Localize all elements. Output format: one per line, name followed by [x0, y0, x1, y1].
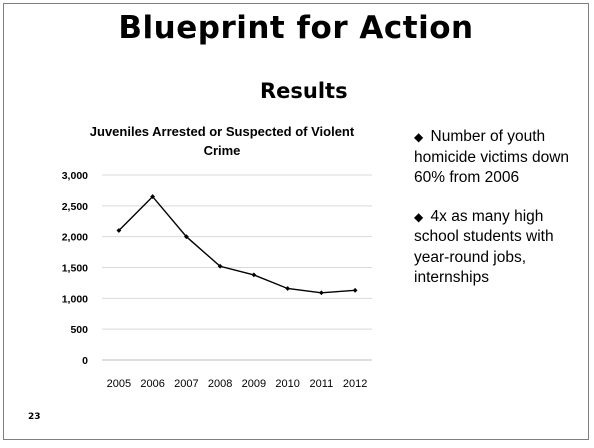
- bullet-item: ◆ Number of youth homicide victims down …: [414, 127, 584, 189]
- diamond-bullet-icon: ◆: [414, 130, 424, 144]
- data-point: [352, 287, 358, 293]
- data-point: [217, 263, 223, 269]
- y-tick-label: 2,000: [62, 232, 88, 244]
- data-point: [116, 228, 122, 233]
- line-chart: 0 500 1,000 1,500 2,000 2,500 3,000 2005 2006 20…: [62, 170, 372, 390]
- x-tick-label: 2006: [140, 378, 164, 390]
- slide-subtitle: Results: [260, 79, 348, 103]
- diamond-bullet-icon: ◆: [414, 209, 424, 224]
- x-tick-label: 2007: [174, 378, 198, 390]
- bullet-text: Number of youth homicide victims down 60…: [414, 128, 570, 186]
- y-tick-label: 1,000: [62, 293, 88, 305]
- data-point: [150, 194, 156, 199]
- slide: Blueprint for Action Results Juveniles A…: [3, 3, 589, 440]
- y-tick-label: 3,000: [62, 170, 88, 182]
- slide-title: Blueprint for Action: [118, 10, 474, 46]
- bullet-text: 4x as many high school students with yea…: [414, 207, 554, 287]
- x-tick-label: 2005: [107, 378, 131, 390]
- y-tick-label: 0: [82, 355, 88, 367]
- x-tick-label: 2008: [208, 378, 232, 390]
- chart-title: Juveniles Arrested or Suspected of Viole…: [89, 124, 355, 158]
- y-tick-label: 2,500: [62, 201, 88, 213]
- series-line: [118, 195, 356, 294]
- data-point: [318, 290, 324, 296]
- x-tick-label: 2011: [310, 378, 334, 390]
- y-tick-label: 500: [70, 324, 88, 336]
- x-tick-label: 2009: [242, 378, 266, 390]
- bullet-item: ◆ 4x as many high school students with y…: [414, 207, 584, 289]
- data-point: [183, 234, 189, 240]
- data-point: [251, 272, 257, 278]
- y-tick-label: 1,500: [62, 263, 88, 275]
- x-tick-label: 2010: [275, 378, 299, 390]
- slide-number: 23: [28, 412, 41, 422]
- data-point: [285, 286, 291, 291]
- x-tick-label: 2012: [343, 378, 367, 390]
- bullet-list: ◆ Number of youth homicide victims down …: [414, 127, 584, 307]
